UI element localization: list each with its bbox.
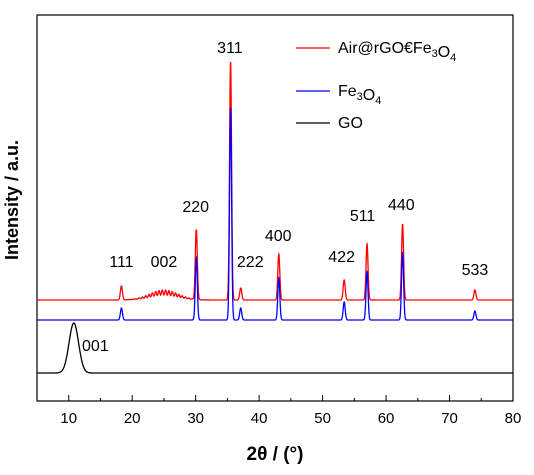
peak-label: 311: [217, 40, 243, 57]
series-lines: [37, 61, 513, 374]
series-line-2: [37, 322, 513, 374]
x-tick-label: 20: [124, 410, 141, 427]
x-tick-label: 40: [251, 410, 268, 427]
peak-label: 111: [109, 254, 133, 271]
legend: Air@rGO€Fe3O4 Fe3O4 GO: [296, 40, 456, 132]
legend-label: GO: [338, 115, 363, 132]
peak-label: 222: [237, 254, 264, 271]
peak-label: 533: [462, 262, 489, 279]
x-tick-label: 70: [441, 410, 458, 427]
peak-label: 400: [265, 228, 292, 245]
x-tick-label: 60: [378, 410, 395, 427]
plot-frame: [36, 14, 514, 402]
x-axis-label: 2θ / (°): [247, 444, 304, 465]
x-tick-label: 50: [314, 410, 331, 427]
x-tick-label: 10: [60, 410, 77, 427]
x-axis-ticks: 10 20 30 40 50 60 70 80: [36, 395, 522, 427]
y-axis-label: Intensity / a.u.: [2, 140, 22, 260]
series-line-0: [37, 61, 513, 301]
peak-label: 440: [388, 197, 415, 214]
series-line-1: [37, 107, 513, 321]
peak-label: 511: [350, 208, 376, 225]
peak-label: 002: [151, 254, 178, 271]
legend-label: Air@rGO€Fe3O4: [338, 40, 456, 64]
x-tick-label: 30: [187, 410, 204, 427]
peak-label: 422: [328, 249, 355, 266]
x-tick-label: 80: [505, 410, 522, 427]
peak-label: 001: [82, 338, 109, 355]
legend-label: Fe3O4: [338, 83, 381, 107]
peak-label: 220: [182, 199, 209, 216]
